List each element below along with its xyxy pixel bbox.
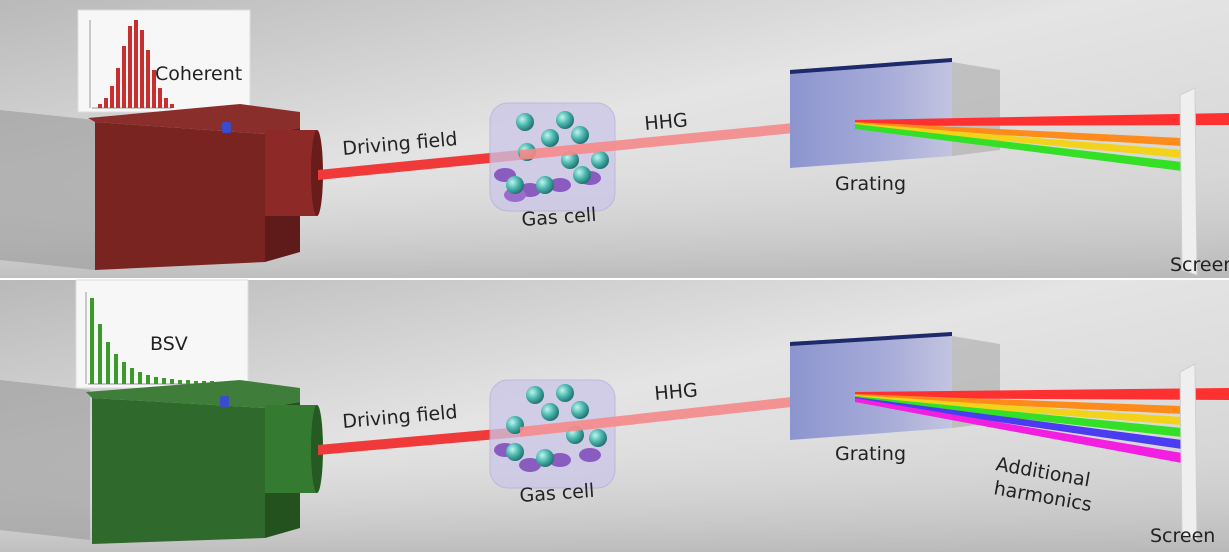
panel-bsv: BSV Driving field Gas cell HHG Grating xyxy=(0,280,1229,552)
screen xyxy=(1180,364,1197,540)
diagram: Coherent Driving field Gas cell HHG xyxy=(0,0,1229,552)
box-front xyxy=(92,398,265,544)
grating xyxy=(790,58,952,168)
panel-coherent: Coherent Driving field Gas cell HHG xyxy=(0,0,1229,278)
screen-label: Screen xyxy=(1170,254,1229,276)
screen-label: Screen xyxy=(1150,525,1215,547)
nozzle xyxy=(265,405,317,493)
histogram-card xyxy=(78,10,250,112)
grating-label: Grating xyxy=(835,443,906,465)
grating-label: Grating xyxy=(835,173,906,195)
shadow xyxy=(0,380,90,540)
grating xyxy=(790,332,952,440)
source-label: Coherent xyxy=(155,63,242,85)
knob xyxy=(220,396,229,407)
hhg-label: HHG xyxy=(654,379,699,405)
source-label: BSV xyxy=(150,333,188,355)
box-front xyxy=(95,122,265,270)
screen xyxy=(1180,88,1197,275)
knob xyxy=(222,122,231,133)
shadow xyxy=(0,110,95,270)
hhg-label: HHG xyxy=(644,109,689,135)
nozzle xyxy=(265,130,317,216)
